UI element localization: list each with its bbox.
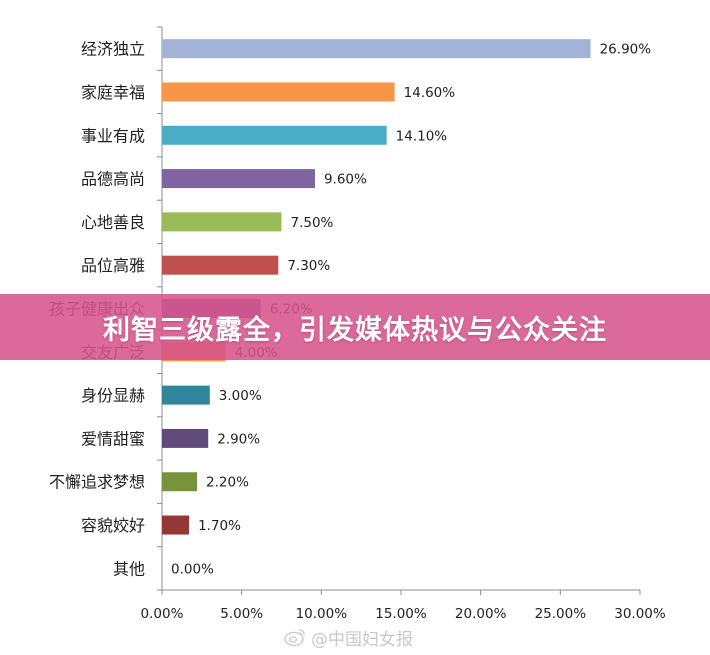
category-label: 容貌姣好 bbox=[81, 516, 145, 535]
value-label: 1.70% bbox=[198, 518, 241, 534]
bar bbox=[162, 428, 209, 448]
bar bbox=[162, 82, 395, 102]
value-label: 7.50% bbox=[291, 215, 334, 231]
category-label: 经济独立 bbox=[81, 40, 145, 59]
bar bbox=[162, 39, 591, 59]
value-label: 14.60% bbox=[404, 85, 456, 101]
value-label: 14.10% bbox=[396, 128, 448, 144]
value-label: 2.20% bbox=[206, 475, 249, 491]
watermark-text: @中国妇女报 bbox=[311, 629, 413, 650]
headline-banner: 利智三级露全，引发媒体热议与公众关注 bbox=[0, 294, 710, 360]
value-label: 2.90% bbox=[217, 431, 260, 447]
bar bbox=[162, 515, 190, 535]
bar bbox=[162, 385, 210, 405]
category-label: 品德高尚 bbox=[81, 170, 145, 189]
watermark: @中国妇女报 bbox=[283, 624, 413, 650]
value-label: 7.30% bbox=[287, 258, 330, 274]
category-label: 不懈追求梦想 bbox=[49, 473, 145, 492]
value-label: 26.90% bbox=[600, 42, 652, 58]
weibo-icon bbox=[284, 629, 305, 647]
value-label: 9.60% bbox=[324, 172, 367, 188]
value-label: 0.00% bbox=[171, 561, 214, 577]
category-label: 品位高雅 bbox=[81, 256, 145, 275]
x-tick-label: 15.00% bbox=[375, 606, 427, 622]
x-tick-label: 30.00% bbox=[614, 606, 666, 622]
category-label: 家庭幸福 bbox=[81, 83, 145, 102]
value-label: 3.00% bbox=[219, 388, 262, 404]
x-tick-label: 20.00% bbox=[455, 606, 507, 622]
category-label: 爱情甜蜜 bbox=[81, 429, 145, 448]
x-tick-label: 5.00% bbox=[220, 606, 263, 622]
bar bbox=[162, 169, 315, 189]
bar bbox=[162, 212, 282, 232]
headline-text: 利智三级露全，引发媒体热议与公众关注 bbox=[103, 314, 607, 346]
category-label: 事业有成 bbox=[81, 126, 145, 145]
x-tick-label: 0.00% bbox=[141, 606, 184, 622]
bar bbox=[162, 125, 387, 145]
category-label: 身份显赫 bbox=[81, 386, 145, 405]
x-tick-label: 25.00% bbox=[535, 606, 587, 622]
category-label: 心地善良 bbox=[81, 213, 145, 232]
bar bbox=[162, 472, 198, 492]
x-tick-label: 10.00% bbox=[296, 606, 348, 622]
category-label: 其他 bbox=[113, 559, 145, 578]
bar bbox=[162, 255, 279, 275]
